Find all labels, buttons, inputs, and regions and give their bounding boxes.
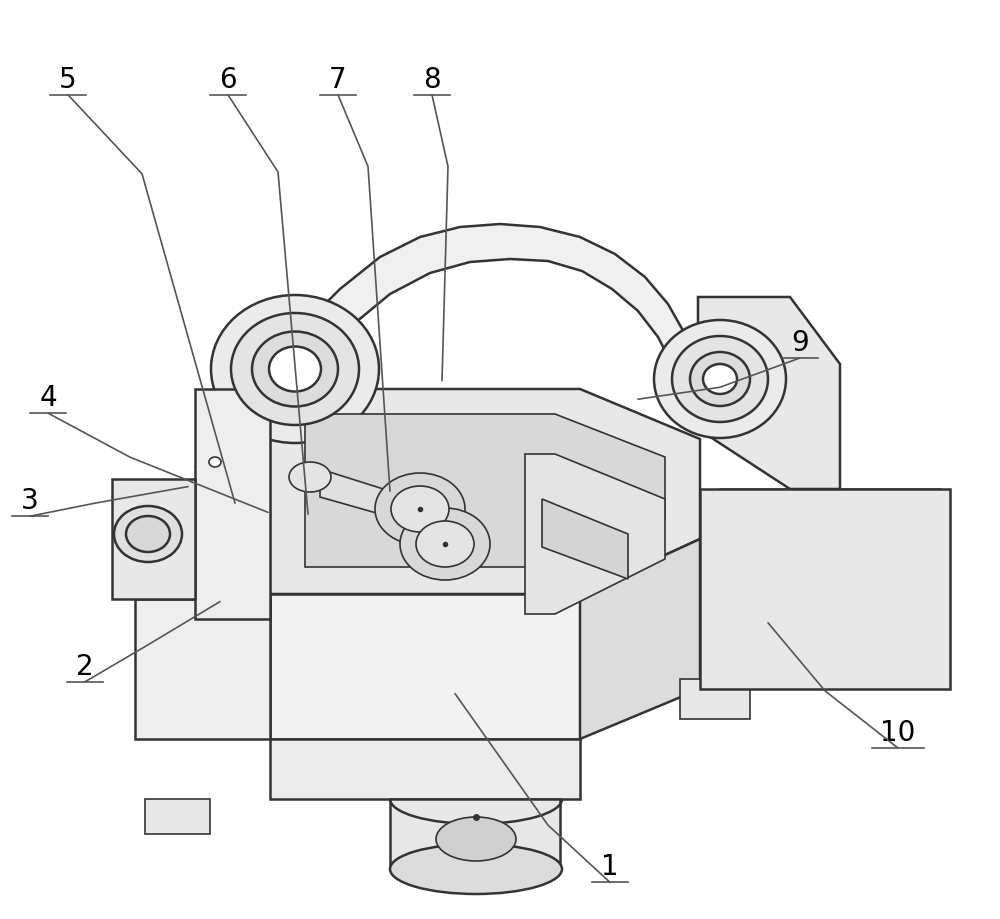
Polygon shape — [270, 595, 580, 739]
Polygon shape — [390, 800, 560, 869]
Text: 8: 8 — [423, 66, 441, 94]
Polygon shape — [580, 539, 700, 739]
Text: 5: 5 — [59, 66, 77, 94]
Ellipse shape — [289, 462, 331, 493]
Polygon shape — [720, 490, 940, 564]
Text: 4: 4 — [39, 384, 57, 412]
Polygon shape — [542, 499, 628, 579]
Ellipse shape — [436, 817, 516, 861]
Ellipse shape — [126, 516, 170, 552]
Polygon shape — [290, 225, 698, 417]
Polygon shape — [680, 679, 750, 720]
Text: 10: 10 — [880, 719, 916, 746]
Polygon shape — [145, 800, 210, 834]
Ellipse shape — [252, 332, 338, 407]
Polygon shape — [270, 739, 580, 800]
Ellipse shape — [703, 365, 737, 394]
Ellipse shape — [416, 521, 474, 567]
Ellipse shape — [391, 486, 449, 532]
Polygon shape — [112, 480, 195, 599]
Ellipse shape — [211, 296, 379, 444]
Polygon shape — [700, 490, 950, 689]
Text: 6: 6 — [219, 66, 237, 94]
Polygon shape — [135, 599, 270, 739]
Text: 3: 3 — [21, 487, 39, 515]
Ellipse shape — [390, 844, 562, 894]
Text: 7: 7 — [329, 66, 347, 94]
Polygon shape — [270, 390, 700, 595]
Ellipse shape — [269, 347, 321, 392]
Ellipse shape — [690, 353, 750, 406]
Ellipse shape — [231, 313, 359, 425]
Polygon shape — [195, 390, 270, 619]
Text: 1: 1 — [601, 853, 619, 880]
Ellipse shape — [375, 473, 465, 545]
Polygon shape — [698, 298, 840, 490]
Ellipse shape — [654, 321, 786, 438]
Text: 9: 9 — [791, 329, 809, 357]
Ellipse shape — [400, 508, 490, 581]
Ellipse shape — [114, 506, 182, 562]
Ellipse shape — [672, 336, 768, 423]
Text: 2: 2 — [76, 652, 94, 680]
Polygon shape — [525, 455, 665, 614]
Polygon shape — [320, 470, 415, 525]
Polygon shape — [305, 414, 665, 567]
Ellipse shape — [209, 458, 221, 468]
